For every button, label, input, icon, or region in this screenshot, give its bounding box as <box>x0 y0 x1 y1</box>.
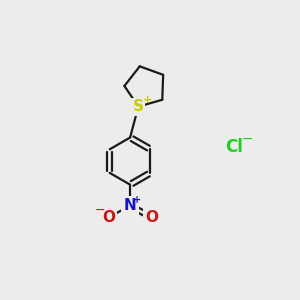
Text: +: + <box>134 195 142 205</box>
Text: O: O <box>102 209 116 224</box>
Text: S: S <box>133 99 144 114</box>
Text: +: + <box>142 95 152 105</box>
Text: N: N <box>124 198 136 213</box>
Text: Cl: Cl <box>225 138 243 156</box>
Text: −: − <box>242 132 253 146</box>
Text: O: O <box>145 209 158 224</box>
Text: −: − <box>94 204 105 217</box>
